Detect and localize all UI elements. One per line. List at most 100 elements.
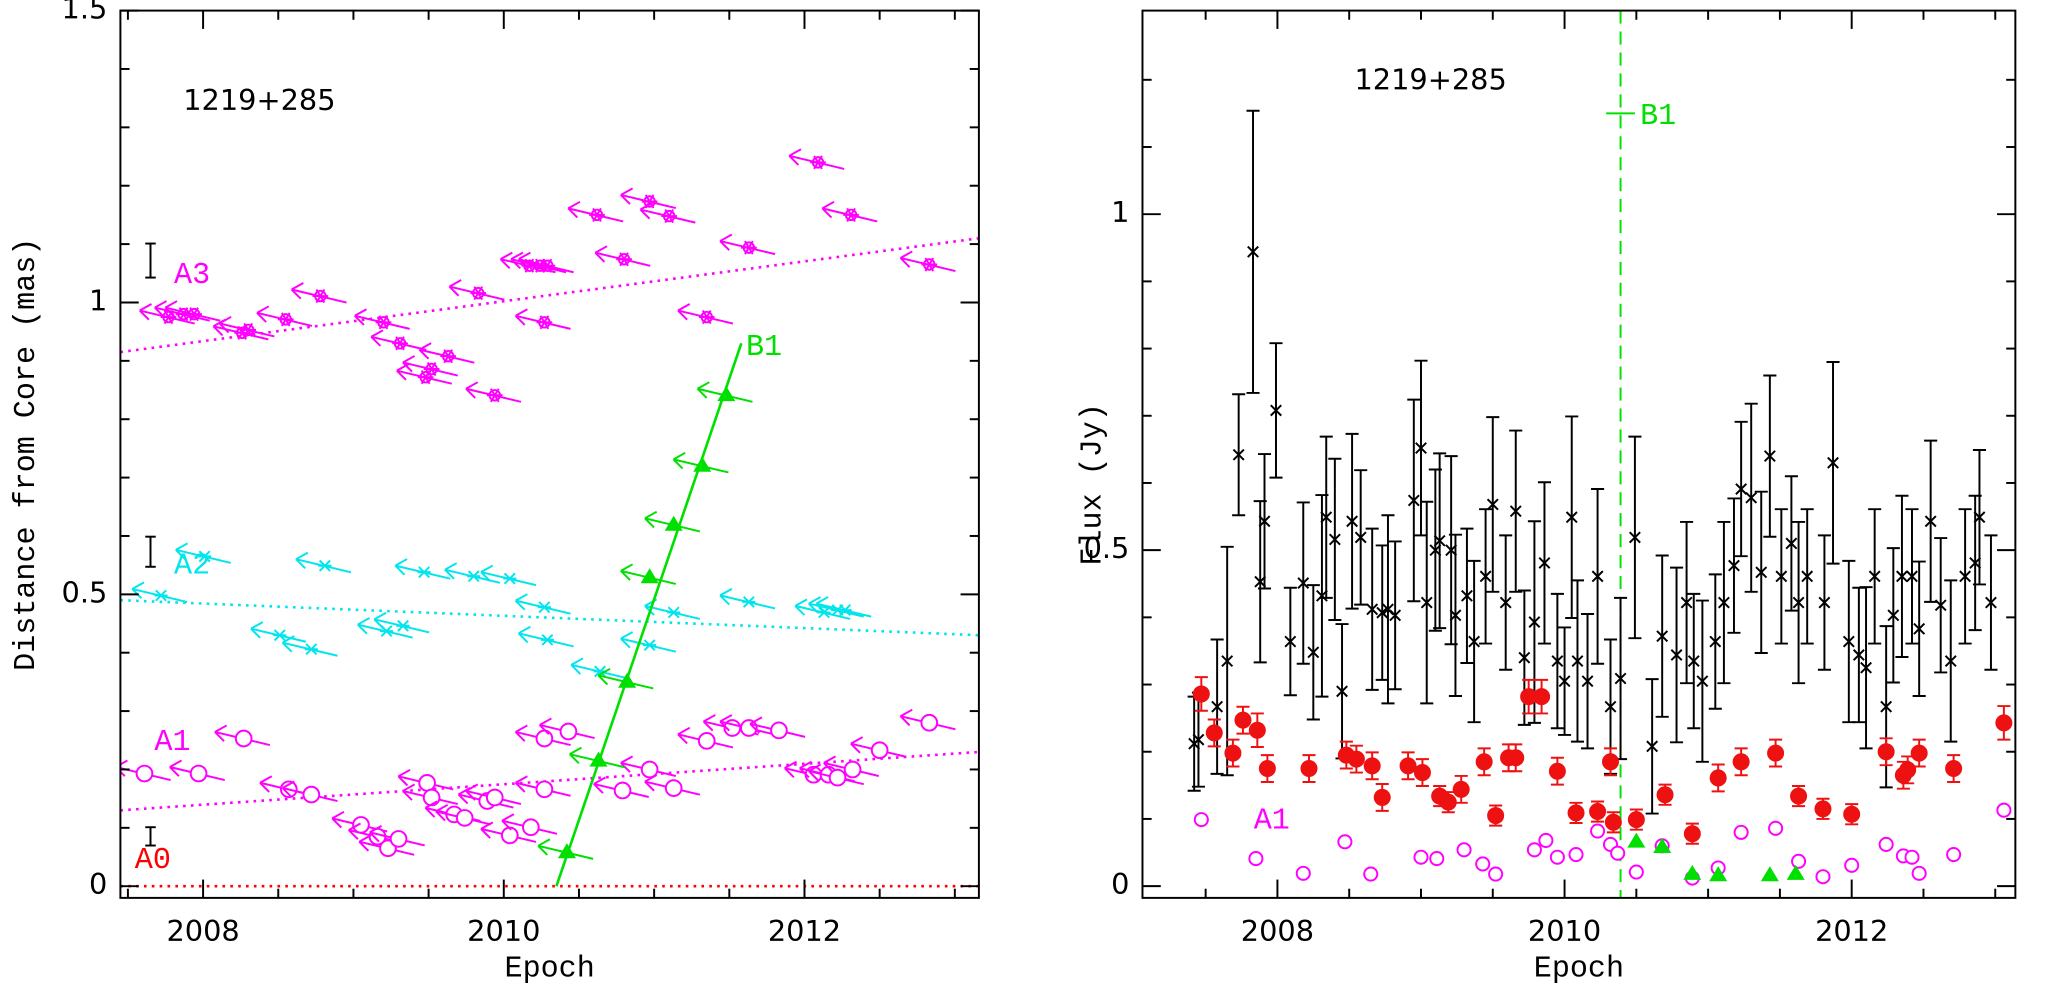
point bbox=[1234, 711, 1252, 729]
point bbox=[1389, 609, 1402, 622]
point bbox=[661, 209, 678, 224]
point bbox=[667, 606, 681, 619]
point bbox=[1880, 700, 1893, 713]
point bbox=[1499, 596, 1512, 609]
fit-line bbox=[120, 236, 979, 354]
point bbox=[1683, 825, 1701, 843]
point bbox=[536, 315, 553, 330]
point bbox=[1627, 811, 1645, 829]
point bbox=[1300, 760, 1318, 778]
point bbox=[616, 252, 632, 267]
point bbox=[1801, 570, 1814, 583]
point bbox=[1270, 404, 1282, 417]
plot-area bbox=[120, 148, 979, 888]
motion-arrow bbox=[250, 621, 307, 643]
arrow-shaft bbox=[480, 564, 537, 587]
point bbox=[1709, 866, 1728, 882]
point bbox=[1571, 655, 1584, 667]
point bbox=[618, 672, 637, 688]
point bbox=[1878, 836, 1894, 852]
x-tick-label: 2012 bbox=[768, 914, 841, 948]
point bbox=[1728, 559, 1740, 572]
point bbox=[417, 566, 431, 579]
frame bbox=[1141, 9, 2017, 899]
point bbox=[1486, 498, 1499, 511]
point bbox=[1232, 448, 1245, 461]
point bbox=[1755, 566, 1768, 579]
arrow-shaft bbox=[517, 625, 574, 648]
point bbox=[1413, 764, 1431, 782]
point bbox=[1899, 761, 1917, 779]
y-tick-label: 0.5 bbox=[62, 575, 108, 609]
point bbox=[1815, 869, 1831, 885]
point bbox=[828, 768, 847, 787]
point bbox=[1320, 511, 1333, 524]
motion-arrow bbox=[719, 587, 776, 610]
point bbox=[304, 643, 318, 656]
point bbox=[693, 456, 712, 472]
point bbox=[1549, 849, 1565, 865]
point bbox=[1590, 823, 1606, 839]
point bbox=[175, 307, 192, 322]
point bbox=[641, 194, 658, 209]
point bbox=[1818, 596, 1831, 609]
point bbox=[1307, 646, 1320, 659]
component-label: A3 bbox=[174, 259, 210, 293]
point bbox=[1767, 744, 1785, 762]
point bbox=[1205, 724, 1223, 742]
point bbox=[697, 732, 716, 750]
point bbox=[1568, 847, 1584, 863]
point bbox=[1193, 812, 1209, 828]
point bbox=[1336, 685, 1348, 698]
point bbox=[1247, 245, 1259, 258]
point bbox=[440, 349, 457, 364]
point bbox=[392, 336, 408, 351]
x-tick-label: 2010 bbox=[1528, 914, 1601, 948]
point bbox=[1347, 750, 1365, 768]
point bbox=[1670, 649, 1683, 661]
point bbox=[1528, 616, 1541, 628]
point bbox=[1610, 845, 1626, 861]
point bbox=[522, 818, 540, 837]
point bbox=[1844, 857, 1860, 873]
arrow-shaft bbox=[394, 558, 451, 580]
point bbox=[1461, 589, 1473, 602]
point bbox=[1354, 531, 1367, 544]
point bbox=[1717, 596, 1730, 609]
point bbox=[1680, 596, 1693, 609]
point bbox=[843, 760, 862, 779]
point bbox=[1843, 805, 1861, 823]
arrow-shaft bbox=[373, 611, 430, 634]
x-tick-label: 2008 bbox=[166, 914, 239, 948]
point bbox=[1913, 622, 1926, 635]
arrow-shaft bbox=[131, 581, 188, 604]
point bbox=[1786, 864, 1805, 880]
point bbox=[643, 639, 657, 652]
point bbox=[1656, 786, 1674, 804]
point bbox=[1732, 753, 1750, 771]
point bbox=[1687, 655, 1700, 667]
point bbox=[843, 207, 859, 222]
point bbox=[1295, 865, 1311, 881]
point bbox=[1558, 675, 1571, 688]
y-axis-label: Distance from Core (mas) bbox=[10, 238, 44, 671]
point bbox=[1533, 688, 1551, 706]
component-label: A1 bbox=[1254, 805, 1290, 839]
point bbox=[1192, 733, 1205, 746]
point bbox=[1709, 635, 1722, 648]
arrow-shaft bbox=[620, 631, 677, 653]
point bbox=[557, 843, 576, 859]
point bbox=[1627, 832, 1646, 848]
point bbox=[486, 388, 503, 403]
point bbox=[1877, 743, 1895, 761]
point bbox=[1224, 744, 1242, 762]
point bbox=[485, 788, 504, 807]
y-tick-label: 1 bbox=[1111, 195, 1129, 229]
point bbox=[537, 601, 551, 614]
point bbox=[1248, 851, 1264, 867]
point bbox=[396, 619, 410, 632]
point bbox=[1439, 793, 1457, 811]
point bbox=[640, 568, 659, 584]
point bbox=[1709, 769, 1727, 787]
